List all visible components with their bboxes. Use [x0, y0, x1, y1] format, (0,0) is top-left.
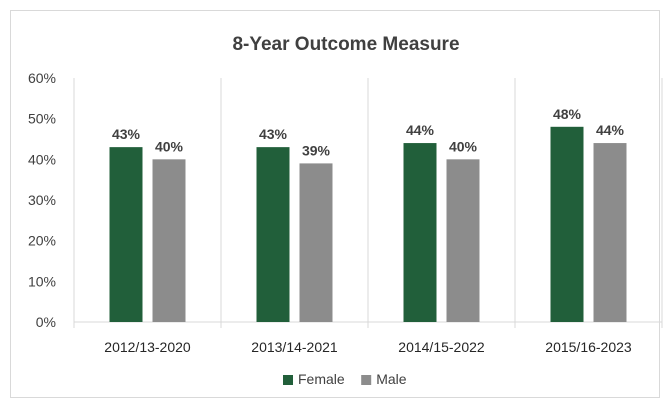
data-label: 40%	[449, 138, 478, 154]
data-label: 43%	[112, 126, 141, 142]
y-tick-label: 10%	[28, 273, 56, 289]
legend-swatch-female	[283, 375, 293, 385]
y-tick-label: 50%	[28, 111, 56, 127]
bars-layer: 43% 40% 43% 39% 44% 40% 48% 44%	[109, 106, 627, 322]
y-tick-label: 60%	[28, 70, 56, 86]
bar-male	[299, 163, 333, 322]
legend-label: Male	[376, 371, 407, 387]
data-label: 48%	[553, 106, 582, 122]
y-tick-label: 20%	[28, 233, 56, 249]
x-tick-label: 2012/13-2020	[104, 339, 191, 355]
x-tick-label: 2013/14-2021	[251, 339, 338, 355]
data-label: 43%	[259, 126, 288, 142]
legend: Female Male	[283, 371, 407, 387]
bar-male	[593, 143, 627, 322]
data-label: 44%	[406, 122, 435, 138]
data-label: 40%	[155, 138, 184, 154]
y-tick-label: 0%	[36, 314, 56, 330]
bar-male	[446, 159, 480, 322]
bar-female	[256, 147, 290, 322]
bar-male	[152, 159, 186, 322]
y-tick-label: 40%	[28, 151, 56, 167]
x-tick-label: 2015/16-2023	[545, 339, 632, 355]
bar-female	[109, 147, 143, 322]
bar-female	[550, 126, 584, 322]
y-tick-label: 30%	[28, 192, 56, 208]
chart-title: 8-Year Outcome Measure	[232, 34, 459, 55]
legend-label: Female	[298, 371, 345, 387]
data-label: 39%	[302, 142, 331, 158]
bar-female	[403, 143, 437, 322]
x-tick-label: 2014/15-2022	[398, 339, 485, 355]
data-label: 44%	[596, 122, 625, 138]
legend-swatch-male	[361, 375, 372, 385]
